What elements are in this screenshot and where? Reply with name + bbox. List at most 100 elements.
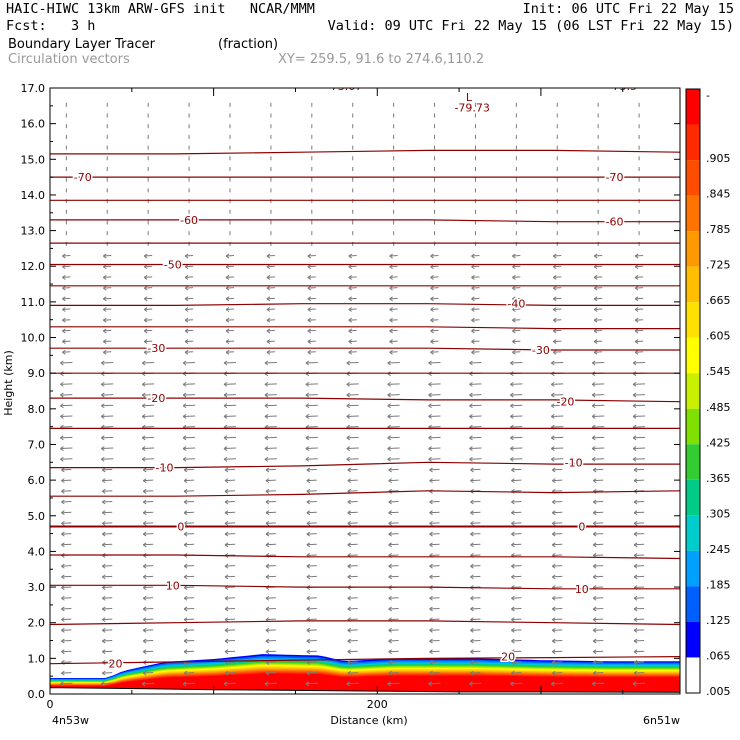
- circulation-vector: [593, 253, 603, 259]
- circulation-vector: [102, 349, 112, 355]
- circulation-vector: [592, 542, 604, 548]
- circulation-vector: [142, 478, 154, 484]
- circulation-vector: [102, 307, 112, 312]
- circulation-vector: [592, 531, 604, 537]
- circulation-vector: [593, 317, 603, 323]
- circulation-vector: [512, 317, 521, 323]
- circulation-vector: [429, 649, 440, 655]
- circulation-vector: [593, 349, 603, 355]
- circulation-vector: [429, 627, 440, 633]
- circulation-vector: [470, 595, 481, 601]
- circulation-vector: [428, 381, 441, 387]
- circulation-vector: [60, 446, 73, 451]
- circulation-vector: [388, 649, 399, 655]
- circulation-vector: [224, 606, 236, 612]
- circulation-vector: [346, 403, 359, 409]
- circulation-vector: [142, 574, 154, 580]
- y-tick-label: 15.0: [21, 153, 46, 166]
- circulation-vector: [510, 360, 523, 366]
- circulation-vector: [142, 617, 154, 623]
- circulation-vector: [552, 349, 562, 355]
- circulation-vector: [512, 253, 521, 259]
- circulation-vector: [346, 381, 359, 387]
- isotherm-line: [50, 490, 680, 497]
- tracer-band: [50, 673, 680, 694]
- circulation-vector: [470, 499, 481, 505]
- circulation-vector: [511, 531, 522, 537]
- circulation-vector: [183, 563, 195, 569]
- isotherm-label: -30: [147, 342, 165, 355]
- circulation-vector: [143, 264, 153, 270]
- circulation-vector: [224, 638, 236, 644]
- circulation-vector: [100, 446, 114, 451]
- circulation-vector: [592, 670, 604, 676]
- circulation-vector: [265, 670, 276, 676]
- circulation-vector: [224, 563, 236, 569]
- y-tick-label: 9.0: [28, 367, 46, 380]
- circulation-vector: [183, 542, 195, 548]
- circulation-vector: [633, 542, 645, 548]
- circulation-vector: [182, 414, 196, 419]
- circulation-vector: [101, 488, 113, 494]
- circulation-vector: [633, 553, 645, 558]
- circulation-vector: [469, 381, 482, 387]
- field-name: Boundary Layer Tracer: [8, 37, 155, 52]
- circulation-vector: [142, 499, 154, 505]
- circulation-vector: [511, 542, 522, 548]
- circulation-vector: [142, 520, 154, 526]
- circulation-vector: [265, 510, 276, 516]
- circulation-vector: [265, 649, 276, 655]
- circulation-vector: [388, 595, 399, 601]
- circulation-vector: [511, 585, 522, 590]
- circulation-vector: [430, 296, 439, 302]
- circulation-vector: [430, 275, 439, 280]
- colorbar-swatch: [686, 657, 700, 693]
- circulation-vector: [142, 670, 154, 676]
- circulation-vector: [305, 392, 318, 398]
- circulation-vector: [143, 253, 153, 259]
- circulation-vector: [224, 574, 236, 580]
- y-axis-title: Height (km): [2, 350, 15, 416]
- circulation-vector: [223, 435, 237, 441]
- circulation-vector: [634, 349, 644, 355]
- circulation-vector: [265, 563, 276, 569]
- circulation-vector: [592, 499, 604, 505]
- circulation-vector: [511, 510, 522, 516]
- circulation-vector: [550, 392, 564, 398]
- circulation-vector: [470, 478, 481, 484]
- circulation-vector: [224, 649, 236, 655]
- circulation-vector: [633, 670, 645, 676]
- circulation-vector: [347, 563, 358, 569]
- circulation-vector: [101, 638, 113, 644]
- colorbar-label: .665: [706, 294, 731, 307]
- circulation-vector: [591, 403, 605, 409]
- circulation-vector: [592, 467, 604, 473]
- circulation-vector: [305, 435, 318, 441]
- circulation-vector: [471, 296, 480, 302]
- circulation-vector: [264, 381, 277, 387]
- circulation-vector: [306, 488, 317, 494]
- circulation-vector: [633, 649, 645, 655]
- y-tick-label: 8.0: [28, 403, 46, 416]
- circulation-vector: [388, 574, 399, 580]
- circulation-vector: [470, 606, 481, 612]
- circulation-vector: [389, 339, 398, 345]
- circulation-vector: [592, 606, 604, 612]
- colorbar-swatch: [686, 586, 700, 622]
- circulation-vector: [305, 403, 318, 409]
- circulation-vector: [634, 339, 644, 345]
- circulation-vector: [633, 617, 645, 623]
- circulation-vector: [346, 446, 359, 451]
- circulation-vector: [348, 264, 357, 270]
- circulation-vector: [102, 285, 112, 291]
- circulation-vector: [470, 563, 481, 569]
- circulation-vector: [266, 285, 275, 291]
- fcst-value: 3 h: [71, 18, 96, 34]
- circulation-vector: [347, 531, 358, 537]
- colorbar-frame: [685, 88, 701, 694]
- isotherm-label: -20: [147, 392, 165, 405]
- circulation-vector: [183, 670, 195, 676]
- isotherm-label: 0: [177, 520, 184, 533]
- circulation-vector: [470, 520, 481, 526]
- circulation-vector: [184, 317, 194, 323]
